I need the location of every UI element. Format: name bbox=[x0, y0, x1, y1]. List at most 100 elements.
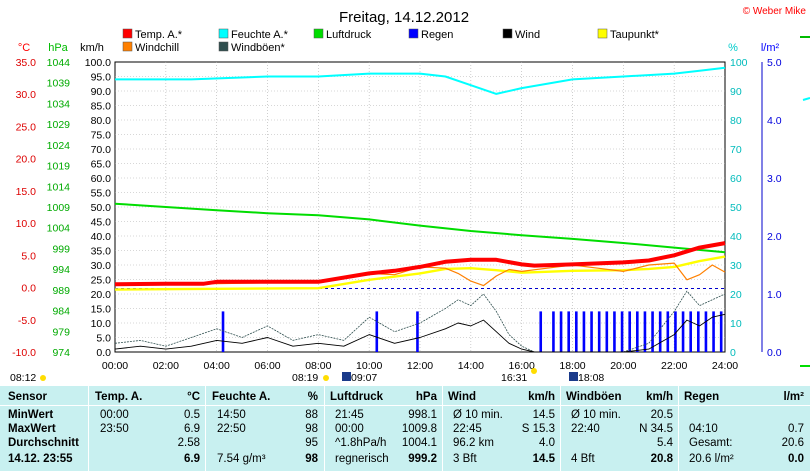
stats-pressure-time: 21:45 bbox=[335, 409, 364, 421]
sunset-icon bbox=[531, 368, 537, 374]
legend-label: Feuchte A.* bbox=[231, 29, 289, 41]
y-tick-label: 35.0 bbox=[91, 246, 112, 258]
stats-temp-value: 0.5 bbox=[184, 409, 200, 421]
stats-gust-value: 20.5 bbox=[650, 409, 673, 421]
legend-label: Wind bbox=[515, 29, 540, 41]
stats-humidity-value: 98 bbox=[305, 423, 318, 435]
sunrise-label: 08:19 bbox=[292, 372, 318, 384]
stats-gust-value: 5.4 bbox=[657, 437, 673, 449]
stats-header-pressure: Luftdruck bbox=[330, 391, 384, 403]
sunset-label: 16:31 bbox=[501, 372, 527, 384]
stats-temp-value: 6.9 bbox=[184, 423, 200, 435]
legend-label: Windböen* bbox=[231, 42, 286, 54]
stats-pressure-value: 1009.8 bbox=[401, 423, 437, 435]
moonrise-label: 09:07 bbox=[351, 372, 377, 384]
chart-legend: Temp. A.* Feuchte A.* Luftdruck Regen Wind Ta… bbox=[122, 28, 660, 54]
x-tick-label: 04:00 bbox=[204, 360, 230, 372]
y-tick-label: 0.0 bbox=[96, 347, 111, 359]
y-tick-label: 100 bbox=[730, 57, 748, 69]
y-tick-label: 85.0 bbox=[91, 101, 112, 113]
rain-bar bbox=[643, 311, 647, 352]
legend-label: Regen bbox=[421, 29, 453, 41]
y-tick-label: 5.0 bbox=[21, 250, 36, 262]
statistics-table: Sensor Temp. A. °C Feuchte A. % Luftdruc… bbox=[0, 386, 810, 471]
stats-pressure-time: ^1.8hPa/h bbox=[335, 437, 387, 449]
stats-current-humidity: 98 bbox=[305, 453, 318, 465]
sun-moon-annotations: 08:12 08:19 09:07 16:31 18:08 bbox=[10, 368, 604, 384]
rain-bar bbox=[628, 311, 631, 352]
rain-bar bbox=[590, 311, 593, 352]
wind-axis-ticks: 100.0 95.0 90.0 85.0 80.0 75.0 70.0 65.0 60.0 55.… bbox=[85, 57, 111, 359]
series-line-windchill bbox=[114, 262, 726, 287]
stats-column-divider bbox=[442, 386, 443, 471]
rain-bar bbox=[552, 311, 555, 352]
stats-current-pressure: 999.2 bbox=[408, 453, 437, 465]
stats-current-forecast: regnerisch bbox=[335, 453, 389, 465]
stats-current-temp: 6.9 bbox=[184, 453, 200, 465]
y-tick-label: 1024 bbox=[47, 140, 71, 152]
stats-header-pressure-unit: hPa bbox=[415, 391, 437, 403]
legend-swatch bbox=[218, 28, 229, 39]
stats-gust-value: N 34.5 bbox=[639, 423, 673, 435]
y-tick-label: 80.0 bbox=[91, 115, 112, 127]
rain-bar bbox=[651, 311, 654, 352]
y-tick-label: 10.0 bbox=[91, 318, 112, 330]
rain-bar bbox=[539, 311, 543, 352]
stats-header-gust-unit: km/h bbox=[646, 391, 673, 403]
series-line-feuchte-a bbox=[115, 66, 726, 95]
y-tick-label: 60.0 bbox=[91, 173, 112, 185]
rain-axis-ticks: 5.0 4.0 3.0 2.0 1.0 0.0 bbox=[761, 57, 782, 359]
rain-bars bbox=[221, 311, 723, 352]
y-tick-label: 15.0 bbox=[91, 304, 112, 316]
stats-humidity-time: 14:50 bbox=[217, 409, 246, 421]
x-tick-label: 08:00 bbox=[305, 360, 331, 372]
stats-current-gust-bft: 4 Bft bbox=[571, 453, 595, 465]
rain-bar bbox=[597, 311, 601, 352]
rain-bar bbox=[658, 311, 662, 352]
y-tick-label: 20 bbox=[730, 289, 742, 301]
y-tick-label: 100.0 bbox=[85, 57, 111, 69]
stats-divider bbox=[0, 405, 810, 406]
stats-temp-value: 2.58 bbox=[177, 437, 200, 449]
x-tick-label: 20:00 bbox=[610, 360, 636, 372]
stats-header-temp: Temp. A. bbox=[95, 391, 143, 403]
y-tick-label: 30.0 bbox=[16, 89, 37, 101]
y-tick-label: 0.0 bbox=[767, 347, 782, 359]
y-tick-label: 2.0 bbox=[767, 231, 782, 243]
stats-current-abs-humidity: 7.54 g/m³ bbox=[217, 453, 266, 465]
y-tick-label: 1039 bbox=[47, 78, 71, 90]
stats-wind-value: S 15.3 bbox=[521, 423, 555, 435]
stats-pressure-value: 1004.1 bbox=[401, 437, 437, 449]
copyright-text: © Weber Mike bbox=[743, 6, 807, 17]
y-tick-label: 3.0 bbox=[767, 173, 782, 185]
legend-label: Taupunkt* bbox=[610, 29, 660, 41]
stats-wind-time: 22:45 bbox=[453, 423, 482, 435]
rain-bar bbox=[582, 311, 586, 352]
stats-humidity-value: 95 bbox=[305, 437, 318, 449]
weather-chart: Freitag, 14.12.2012 © Weber Mike Temp. A… bbox=[10, 6, 810, 384]
stats-rain-time: Gesamt: bbox=[689, 437, 733, 449]
stats-gust-time: Ø 10 min. bbox=[571, 409, 621, 421]
legend-label: Windchill bbox=[135, 42, 179, 54]
moonset-label: 18:08 bbox=[578, 372, 604, 384]
y-tick-label: 10 bbox=[730, 318, 742, 330]
stats-pressure-value: 998.1 bbox=[408, 409, 437, 421]
y-tick-label: 55.0 bbox=[91, 188, 112, 200]
y-tick-label: 90 bbox=[730, 86, 742, 98]
y-tick-label: 40 bbox=[730, 231, 742, 243]
series-line-windböen bbox=[114, 290, 726, 353]
y-tick-label: 1009 bbox=[47, 202, 71, 214]
left-time-label: 08:12 bbox=[10, 372, 36, 384]
stats-humidity-value: 88 bbox=[305, 409, 318, 421]
x-tick-label: 02:00 bbox=[153, 360, 179, 372]
stats-current-label: 14.12. 23:55 bbox=[8, 453, 73, 465]
stats-row-label: MinWert bbox=[8, 409, 54, 421]
stats-header-rain-unit: l/m² bbox=[783, 391, 804, 403]
series-line-wind bbox=[114, 313, 726, 353]
stats-current-wind-bft: 3 Bft bbox=[453, 453, 477, 465]
y-tick-label: 95.0 bbox=[91, 72, 112, 84]
y-tick-label: 45.0 bbox=[91, 217, 112, 229]
y-tick-label: 20.0 bbox=[16, 154, 37, 166]
stats-current-gust: 20.8 bbox=[650, 453, 673, 465]
stats-column-divider bbox=[324, 386, 325, 471]
